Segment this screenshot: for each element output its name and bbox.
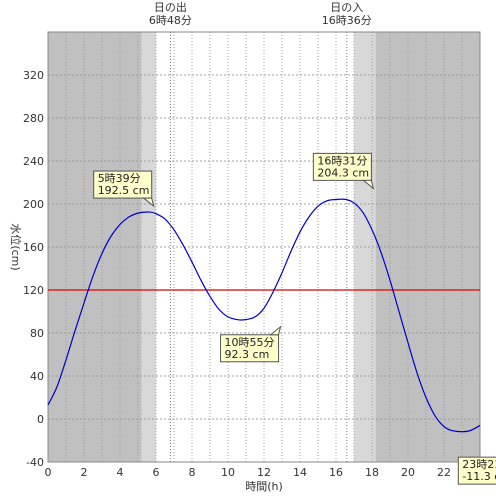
annotation-tail <box>361 179 375 190</box>
y-tick-labels: -40 0 40 80 120 160 200 240 280 320 <box>23 69 44 469</box>
y-tick-label: 280 <box>23 112 44 125</box>
series-group <box>47 198 481 433</box>
series-line-0 <box>47 198 481 433</box>
annotation-time: 16時31分 <box>317 154 367 167</box>
x-tick-label: 14 <box>293 466 307 479</box>
y-axis-title: 水位(cm) <box>9 223 23 270</box>
annotation-time: 5時39分 <box>98 172 141 185</box>
x-tick-label: 2 <box>81 466 88 479</box>
annotation-box <box>457 456 496 485</box>
x-tick-label: 0 <box>45 466 52 479</box>
sunrise-label: 日の出 <box>154 0 187 14</box>
y-tick-label: 320 <box>23 69 44 82</box>
x-tick-label: 16 <box>329 466 343 479</box>
x-tick-label: 8 <box>189 466 196 479</box>
y-tick-label: -40 <box>26 456 44 469</box>
x-tick-label: 6 <box>153 466 160 479</box>
annotation-value: 192.5 cm <box>98 184 150 197</box>
annotation-value: 204.3 cm <box>317 166 369 179</box>
annotation-value: -11.3 cm <box>462 470 496 483</box>
y-tick-label: 200 <box>23 198 44 211</box>
y-tick-label: 40 <box>30 370 44 383</box>
y-tick-label: 120 <box>23 284 44 297</box>
annotation-tail <box>269 325 282 336</box>
x-tick-label: 22 <box>437 466 451 479</box>
y-tick-label: 240 <box>23 155 44 168</box>
x-tick-label: 18 <box>365 466 379 479</box>
annotation-3: 23時21分-11.3 cm <box>457 456 496 485</box>
sunrise-time: 6時48分 <box>149 14 192 27</box>
annotation-time: 23時21分 <box>462 458 496 471</box>
y-tick-label: 160 <box>23 241 44 254</box>
sunset-time: 16時36分 <box>322 14 372 27</box>
y-tick-label: 0 <box>37 413 44 426</box>
sunset-label: 日の入 <box>330 1 363 14</box>
annotation-tail <box>142 197 155 208</box>
x-tick-label: 12 <box>257 466 271 479</box>
x-tick-label: 10 <box>221 466 235 479</box>
shade-band-0 <box>48 32 142 462</box>
y-tick-label: 80 <box>30 327 44 340</box>
plot-frame <box>47 31 481 463</box>
x-tick-labels: 0 2 4 6 8 10 12 14 16 18 20 22 <box>45 466 452 479</box>
annotation-box <box>312 152 372 181</box>
annotation-time: 10時55分 <box>225 336 275 349</box>
x-tick-label: 4 <box>117 466 124 479</box>
annotation-value: 92.3 cm <box>225 348 270 361</box>
x-axis-title: 時間(h) <box>245 480 283 493</box>
annotation-box <box>220 334 280 363</box>
annotation-box <box>93 170 153 199</box>
grid-lines <box>48 32 480 462</box>
x-tick-label: 20 <box>401 466 415 479</box>
